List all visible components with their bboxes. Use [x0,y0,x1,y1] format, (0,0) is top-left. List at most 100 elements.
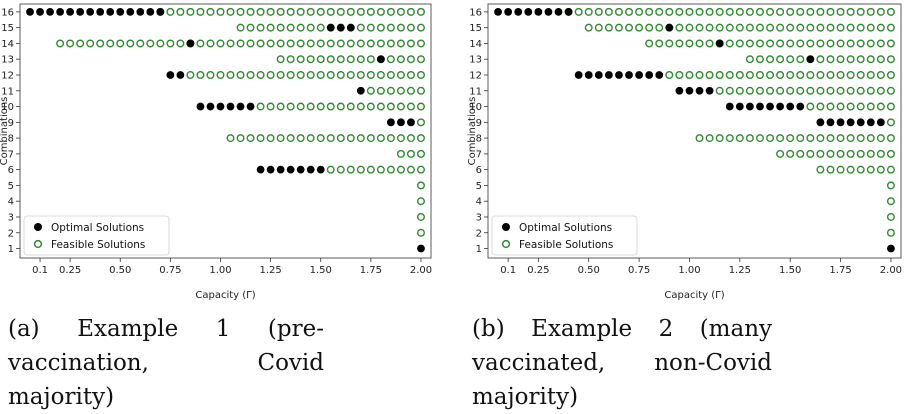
feasible-point [346,134,355,143]
feasible-point [806,102,815,111]
feasible-point [416,23,425,32]
feasible-point [286,23,295,32]
feasible-point [675,7,684,16]
feasible-point [376,39,385,48]
feasible-point [176,7,185,16]
feasible-point [386,165,395,174]
feasible-point [645,7,654,16]
feasible-point [856,102,865,111]
optimal-point [356,86,365,95]
feasible-point [826,149,835,158]
feasible-point [645,23,654,32]
optimal-point [417,244,425,253]
feasible-point [306,7,315,16]
feasible-point [836,55,845,64]
feasible-point [386,23,395,32]
feasible-point [886,55,895,64]
feasible-point [766,23,775,32]
feasible-point [826,7,835,16]
x-tick-label: 1.50 [779,265,801,276]
y-tick-label: 9 [8,118,14,129]
optimal-point [856,118,865,127]
feasible-point [416,165,425,174]
feasible-point [856,7,865,16]
feasible-point [776,7,785,16]
feasible-point [745,23,754,32]
y-axis-label: Combinations [467,97,478,166]
feasible-point [776,70,785,79]
feasible-point [846,55,855,64]
y-tick-label: 8 [8,134,14,145]
feasible-point [396,102,405,111]
feasible-point [386,86,395,95]
feasible-point [296,7,305,16]
caption-label: (b) [472,316,505,342]
feasible-point [876,134,885,143]
feasible-point [56,39,65,48]
feasible-point [886,7,895,16]
feasible-point [386,39,395,48]
y-tick-label: 4 [476,197,482,208]
feasible-point [776,134,785,143]
optimal-point [36,7,44,16]
feasible-point [366,23,375,32]
feasible-point [846,23,855,32]
y-tick-label: 12 [469,70,482,81]
feasible-point [766,39,775,48]
feasible-point [886,23,895,32]
feasible-point [396,39,405,48]
feasible-point [396,55,405,64]
feasible-point [876,7,885,16]
optimal-point [816,118,825,127]
feasible-point [745,39,754,48]
x-axis-label: Capacity (Γ) [195,290,255,301]
feasible-point [846,86,855,95]
feasible-point [346,7,355,16]
feasible-point [685,39,694,48]
feasible-point [306,102,315,111]
feasible-point [216,70,225,79]
feasible-point [346,102,355,111]
feasible-point [846,102,855,111]
feasible-point [826,23,835,32]
optimal-point [524,7,533,16]
feasible-point [356,7,365,16]
feasible-point [635,7,644,16]
optimal-point [126,7,135,16]
feasible-point [406,86,415,95]
feasible-point [146,39,155,48]
feasible-point [725,86,734,95]
y-tick-label: 12 [1,70,14,81]
y-tick-label: 15 [469,23,482,34]
feasible-point [396,165,405,174]
feasible-point [296,55,305,64]
feasible-point [296,23,305,32]
feasible-point [886,70,895,79]
feasible-point [196,70,205,79]
feasible-point [336,55,345,64]
feasible-point [376,7,385,16]
feasible-point [755,39,764,48]
feasible-point [326,7,335,16]
feasible-point [735,70,744,79]
feasible-point [356,165,365,174]
y-tick-label: 7 [8,149,14,160]
x-tick-label: 2.00 [880,265,902,276]
legend-optimal-marker [34,223,42,231]
y-tick-label: 5 [8,181,14,192]
feasible-point [106,39,115,48]
legend-optimal-marker [502,223,510,231]
x-tick-label: 0.50 [109,265,131,276]
feasible-point [206,7,215,16]
optimal-point [226,102,235,111]
x-tick-label: 0.25 [59,265,81,276]
y-tick-label: 6 [476,165,482,176]
feasible-point [406,102,415,111]
feasible-point [856,39,865,48]
feasible-point [866,134,875,143]
x-tick-label: 0.1 [32,265,48,276]
feasible-point [266,39,275,48]
feasible-point [866,149,875,158]
feasible-point [116,39,125,48]
feasible-point [256,39,265,48]
